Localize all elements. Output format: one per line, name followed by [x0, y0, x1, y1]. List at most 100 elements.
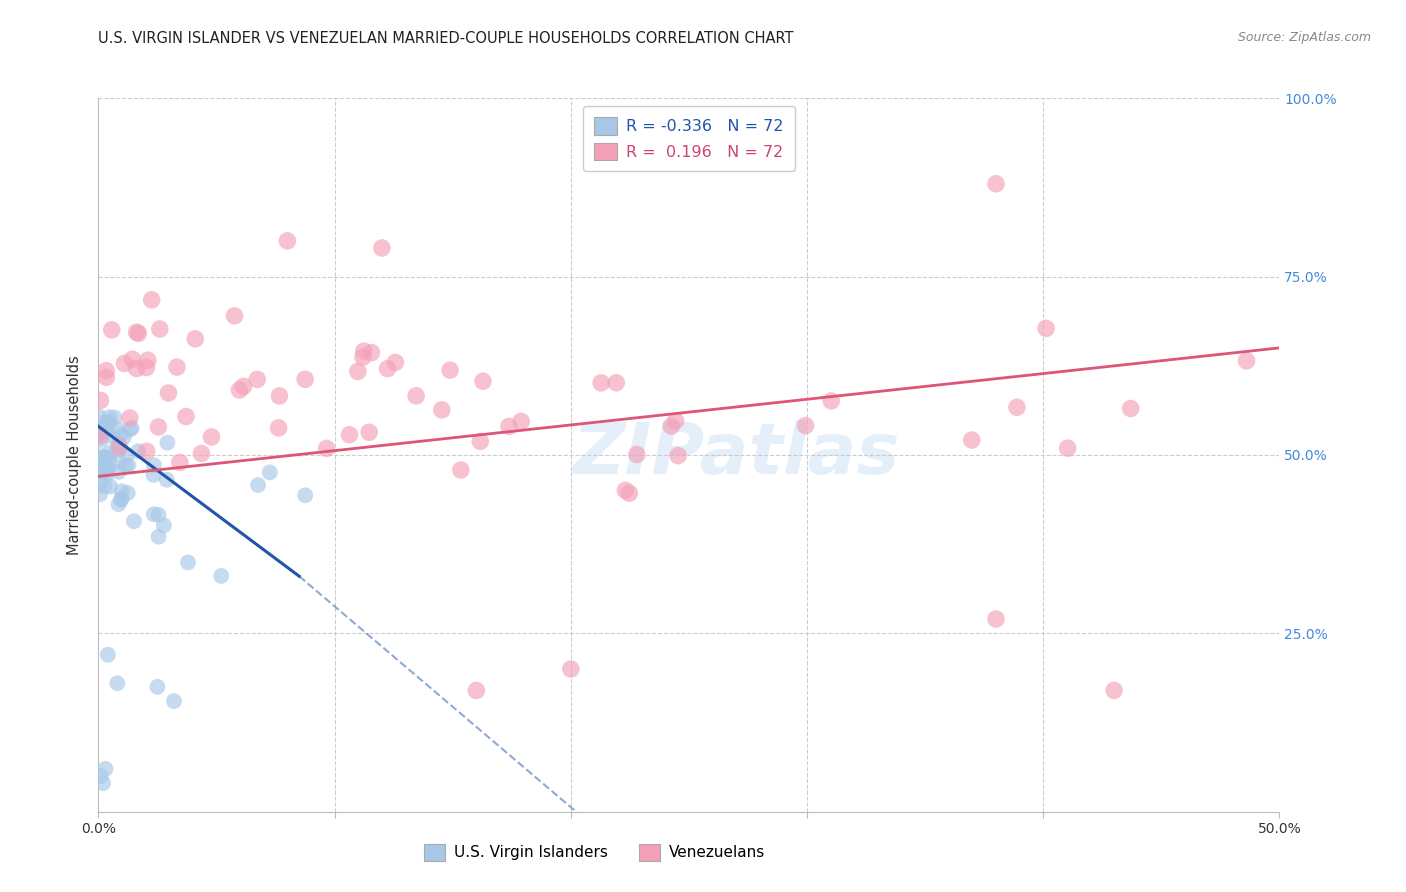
Point	[614, 483, 637, 498]
Point	[148, 508, 170, 522]
Point	[142, 508, 165, 522]
Point	[142, 467, 165, 482]
Point	[169, 455, 191, 469]
Point	[91, 776, 114, 790]
Point	[108, 465, 131, 479]
Point	[115, 448, 138, 462]
Point	[127, 326, 149, 341]
Point	[157, 386, 180, 401]
Point	[184, 332, 207, 346]
Point	[148, 530, 170, 544]
Point	[353, 344, 375, 359]
Point	[118, 411, 141, 425]
Point	[163, 694, 186, 708]
Point	[190, 446, 212, 460]
Point	[377, 361, 399, 376]
Point	[1236, 354, 1258, 368]
Point	[450, 463, 472, 477]
Point	[90, 449, 112, 463]
Point	[127, 444, 149, 458]
Point	[122, 514, 145, 528]
Point	[209, 569, 232, 583]
Point	[89, 427, 111, 442]
Point	[294, 488, 316, 502]
Point	[98, 415, 121, 429]
Point	[591, 376, 613, 390]
Point	[228, 383, 250, 397]
Point	[224, 309, 246, 323]
Point	[90, 425, 112, 439]
Point	[1119, 401, 1142, 416]
Point	[98, 479, 121, 493]
Point	[108, 455, 131, 469]
Point	[156, 435, 179, 450]
Point	[384, 355, 406, 369]
Text: Source: ZipAtlas.com: Source: ZipAtlas.com	[1237, 31, 1371, 45]
Point	[259, 466, 281, 480]
Point	[1035, 321, 1057, 335]
Point	[371, 241, 394, 255]
Point	[98, 452, 121, 467]
Point	[107, 442, 129, 457]
Point	[90, 455, 112, 469]
Point	[90, 393, 112, 408]
Point	[93, 416, 115, 430]
Point	[984, 177, 1007, 191]
Point	[97, 648, 120, 662]
Point	[510, 414, 533, 428]
Point	[96, 461, 118, 475]
Point	[111, 484, 134, 499]
Point	[148, 420, 170, 434]
Point	[118, 422, 141, 436]
Point	[90, 769, 112, 783]
Point	[94, 762, 117, 776]
Point	[105, 676, 128, 690]
Point	[276, 234, 298, 248]
Point	[87, 451, 110, 466]
Point	[104, 431, 127, 445]
Point	[91, 465, 114, 479]
Point	[121, 352, 143, 367]
Point	[359, 425, 381, 440]
Legend: U.S. Virgin Islanders, Venezuelans: U.S. Virgin Islanders, Venezuelans	[416, 837, 773, 868]
Point	[1102, 683, 1125, 698]
Point	[98, 446, 121, 460]
Point	[108, 442, 131, 456]
Point	[794, 418, 817, 433]
Point	[664, 414, 686, 428]
Point	[93, 423, 115, 437]
Point	[114, 458, 136, 473]
Point	[107, 497, 129, 511]
Point	[96, 370, 118, 384]
Point	[1005, 401, 1028, 415]
Point	[89, 409, 111, 424]
Point	[498, 419, 520, 434]
Point	[117, 458, 139, 473]
Point	[267, 421, 290, 435]
Point	[103, 410, 125, 425]
Point	[135, 360, 157, 375]
Point	[666, 449, 689, 463]
Point	[136, 353, 159, 368]
Point	[112, 430, 135, 444]
Point	[96, 363, 118, 377]
Point	[960, 433, 983, 447]
Point	[605, 376, 627, 390]
Point	[339, 427, 361, 442]
Point	[89, 476, 111, 491]
Point	[93, 451, 115, 466]
Point	[96, 450, 118, 464]
Point	[96, 418, 118, 433]
Point	[93, 423, 115, 437]
Point	[108, 440, 131, 454]
Point	[94, 464, 117, 478]
Point	[96, 467, 118, 481]
Point	[352, 350, 374, 364]
Point	[174, 409, 197, 424]
Point	[93, 450, 115, 465]
Text: ZIPatlas: ZIPatlas	[572, 420, 900, 490]
Point	[659, 419, 682, 434]
Point	[232, 379, 254, 393]
Point	[110, 491, 132, 506]
Point	[110, 492, 132, 507]
